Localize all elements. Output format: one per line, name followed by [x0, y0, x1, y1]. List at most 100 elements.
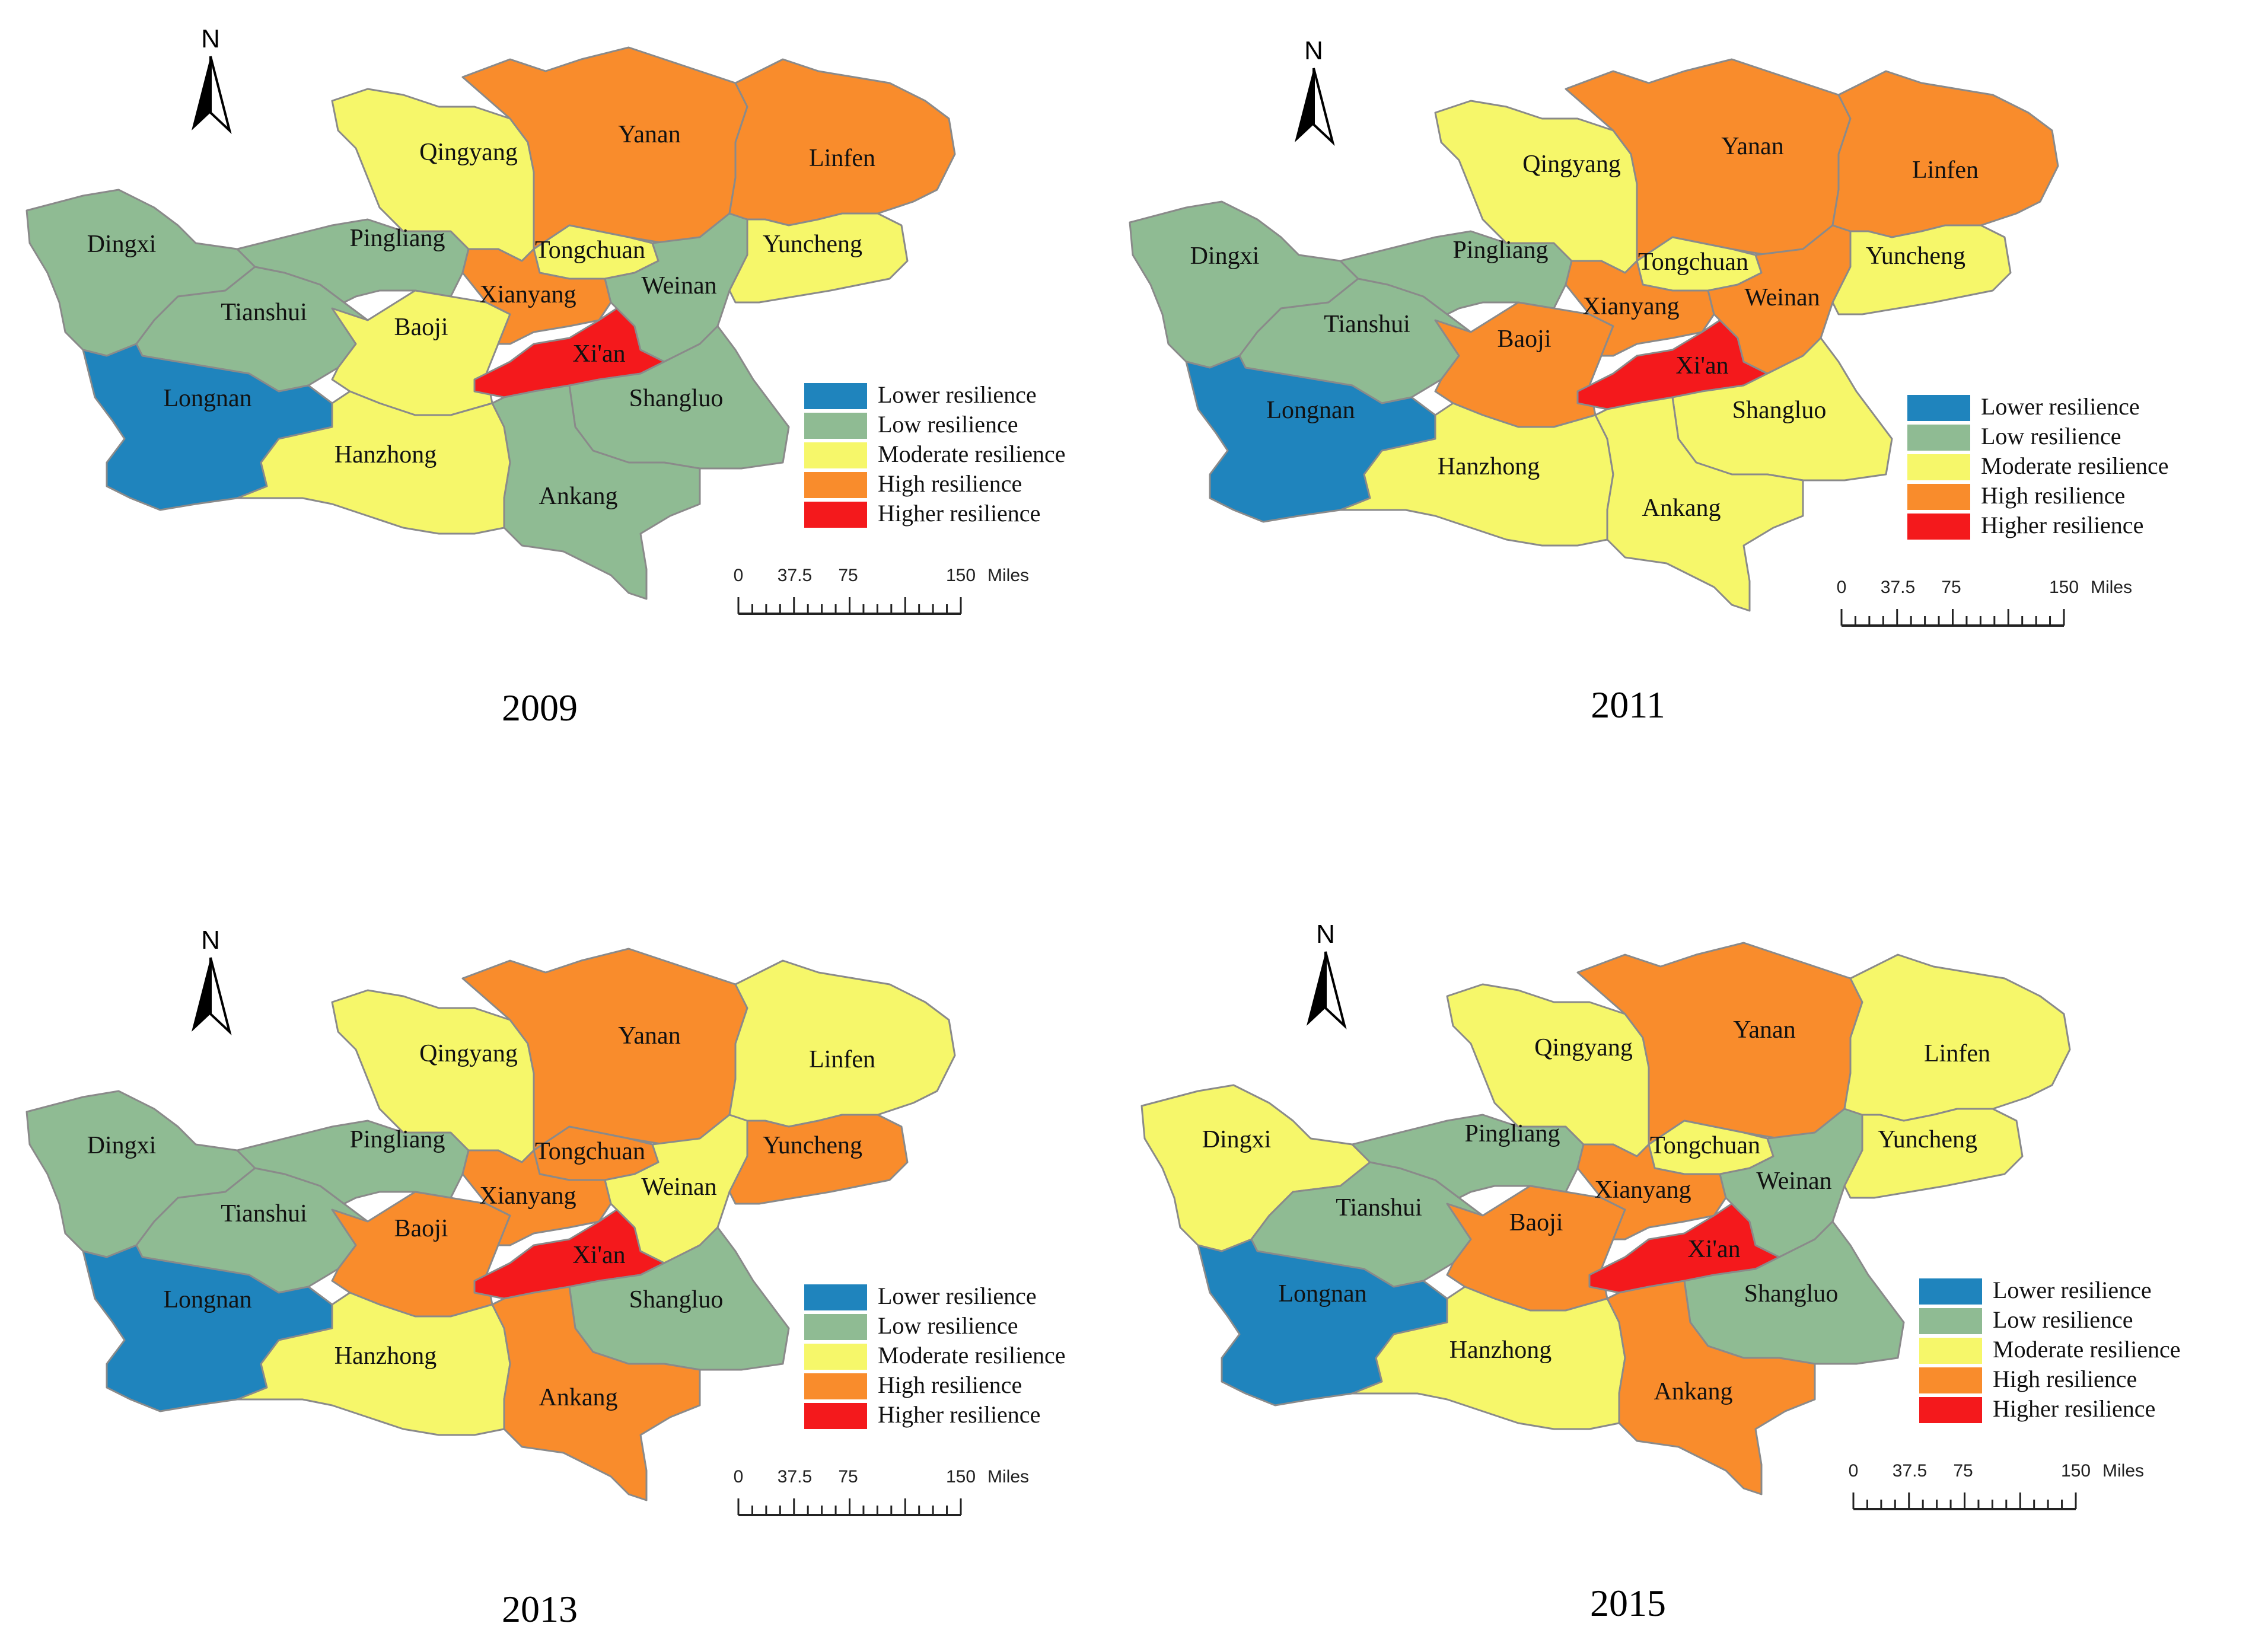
map-panel-2011: Dingxi Tianshui Pingliang Longnan Qingyang Ba… [1129, 36, 2169, 726]
legend-label: Lower resilience [1993, 1277, 2152, 1303]
legend-label: High resilience [878, 470, 1022, 497]
region-label-yuncheng: Yuncheng [1878, 1126, 1977, 1153]
region-label-tongchuan: Tongchuan [535, 1138, 645, 1165]
scale-bar: 0 37.5 75 150 Miles [1837, 578, 2132, 627]
region-labels: Dingxi Tianshui Pingliang Longnan Qingyang Ba… [1202, 1016, 1990, 1405]
region-label-xianyang: Xianyang [479, 281, 576, 308]
region-label-linfen: Linfen [809, 145, 875, 172]
legend-item-lower-resilience: Lower resilience [1918, 1277, 2152, 1306]
region-label-tianshui: Tianshui [221, 299, 307, 326]
legend-item-high-resilience: High resilience [803, 1372, 1022, 1401]
scale-tick-label: 0 [734, 566, 744, 585]
region-label-yanan: Yanan [1733, 1016, 1795, 1044]
region-yuncheng [1843, 1108, 2024, 1199]
legend-item-higher-resilience: Higher resilience [1918, 1395, 2155, 1424]
map-regions [26, 948, 956, 1501]
region-label-hanzhong: Hanzhong [334, 441, 437, 468]
legend-swatch [1906, 394, 1971, 422]
legend-label: Higher resilience [878, 1401, 1040, 1428]
region-ankang [491, 384, 701, 600]
region-label-pingliang: Pingliang [349, 225, 445, 252]
region-label-linfen: Linfen [809, 1046, 875, 1073]
legend-label: Moderate resilience [878, 441, 1066, 467]
scale-tick-label: 37.5 [1881, 578, 1915, 597]
region-label-pingliang: Pingliang [349, 1126, 445, 1153]
map-panel-2013: Dingxi Tianshui Pingliang Longnan Qingyang Ba… [26, 926, 1066, 1630]
region-label-ankang: Ankang [1654, 1378, 1733, 1405]
region-label-ankang: Ankang [1642, 495, 1721, 522]
legend-swatch [803, 471, 868, 499]
region-label-xi-an: Xi'an [1687, 1236, 1740, 1263]
region-label-yanan: Yanan [618, 1022, 680, 1050]
region-linfen [1831, 70, 2059, 238]
legend-swatch [1918, 1277, 1983, 1306]
legend-swatch [803, 500, 868, 529]
region-label-tongchuan: Tongchuan [1650, 1132, 1760, 1159]
region-label-qingyang: Qingyang [1534, 1034, 1633, 1061]
legend-item-higher-resilience: Higher resilience [803, 500, 1040, 529]
region-label-yuncheng: Yuncheng [763, 1132, 862, 1159]
legend-swatch [803, 382, 868, 410]
scale-tick-label: 37.5 [1893, 1461, 1927, 1481]
region-label-yuncheng: Yuncheng [763, 231, 862, 258]
region-label-dingxi: Dingxi [87, 1132, 157, 1159]
legend-label: Higher resilience [1993, 1395, 2155, 1422]
legend-item-moderate-resilience: Moderate resilience [1906, 452, 2169, 481]
map-panel-2009: Dingxi Tianshui Pingliang Longnan Qingyang Ba… [26, 24, 1066, 729]
legend-swatch [803, 441, 868, 470]
region-labels: Dingxi Tianshui Pingliang Longnan Qingyang Ba… [87, 121, 875, 510]
region-label-baoji: Baoji [1498, 326, 1552, 353]
legend-swatch [1918, 1396, 1983, 1424]
map-regions [1129, 58, 2059, 612]
legend-label: Lower resilience [878, 381, 1037, 408]
legend-label: High resilience [878, 1372, 1022, 1398]
legend-label: Moderate resilience [878, 1342, 1066, 1369]
region-label-weinan: Weinan [1744, 284, 1820, 311]
region-label-ankang: Ankang [539, 1384, 618, 1411]
year-caption-2013: 2013 [502, 1588, 578, 1630]
north-label: N [1316, 920, 1335, 949]
region-linfen [1843, 953, 2071, 1122]
legend-swatch [803, 1402, 868, 1430]
region-label-yuncheng: Yuncheng [1866, 243, 1965, 270]
region-ankang [1606, 1280, 1816, 1495]
region-label-yanan: Yanan [618, 121, 680, 148]
region-label-pingliang: Pingliang [1464, 1120, 1560, 1147]
legend-item-lower-resilience: Lower resilience [803, 381, 1037, 410]
north-label: N [1304, 36, 1323, 65]
legend-item-lower-resilience: Lower resilience [1906, 393, 2140, 422]
north-arrow-icon: N [192, 926, 232, 1036]
legend-item-low-resilience: Low resilience [803, 1312, 1018, 1341]
region-label-shangluo: Shangluo [629, 385, 724, 412]
region-yuncheng [1831, 224, 2012, 315]
legend-item-higher-resilience: Higher resilience [803, 1401, 1040, 1430]
scale-tick-label: 0 [1849, 1461, 1859, 1481]
scale-tick-label: 150 [2049, 578, 2079, 597]
map-regions [26, 46, 956, 600]
region-label-shangluo: Shangluo [1744, 1280, 1839, 1307]
legend-label: Moderate resilience [1981, 452, 2169, 479]
region-label-weinan: Weinan [1756, 1168, 1831, 1195]
north-arrow-icon: N [192, 24, 232, 135]
region-label-xianyang: Xianyang [479, 1182, 576, 1210]
legend-item-high-resilience: High resilience [1918, 1366, 2137, 1395]
scale-tick-label: 37.5 [778, 1467, 812, 1487]
scale-unit: Miles [2091, 578, 2132, 597]
north-label: N [201, 24, 220, 53]
legend: Lower resilience Low resilience Moderate r… [803, 1283, 1066, 1430]
region-label-longnan: Longnan [1266, 397, 1355, 424]
region-label-dingxi: Dingxi [1190, 243, 1260, 270]
legend-item-higher-resilience: Higher resilience [1906, 512, 2143, 541]
region-label-baoji: Baoji [394, 1215, 448, 1242]
map-regions [1140, 942, 2071, 1495]
region-label-linfen: Linfen [1912, 157, 1979, 184]
legend-swatch [1918, 1366, 1983, 1395]
region-label-yanan: Yanan [1721, 133, 1783, 160]
north-arrow-icon: N [1307, 920, 1347, 1030]
region-label-xianyang: Xianyang [1594, 1176, 1691, 1204]
legend-swatch [1918, 1337, 1983, 1365]
year-caption-2011: 2011 [1591, 684, 1665, 726]
legend-swatch [803, 1372, 868, 1401]
legend-swatch [803, 1342, 868, 1371]
region-label-qingyang: Qingyang [419, 139, 518, 166]
